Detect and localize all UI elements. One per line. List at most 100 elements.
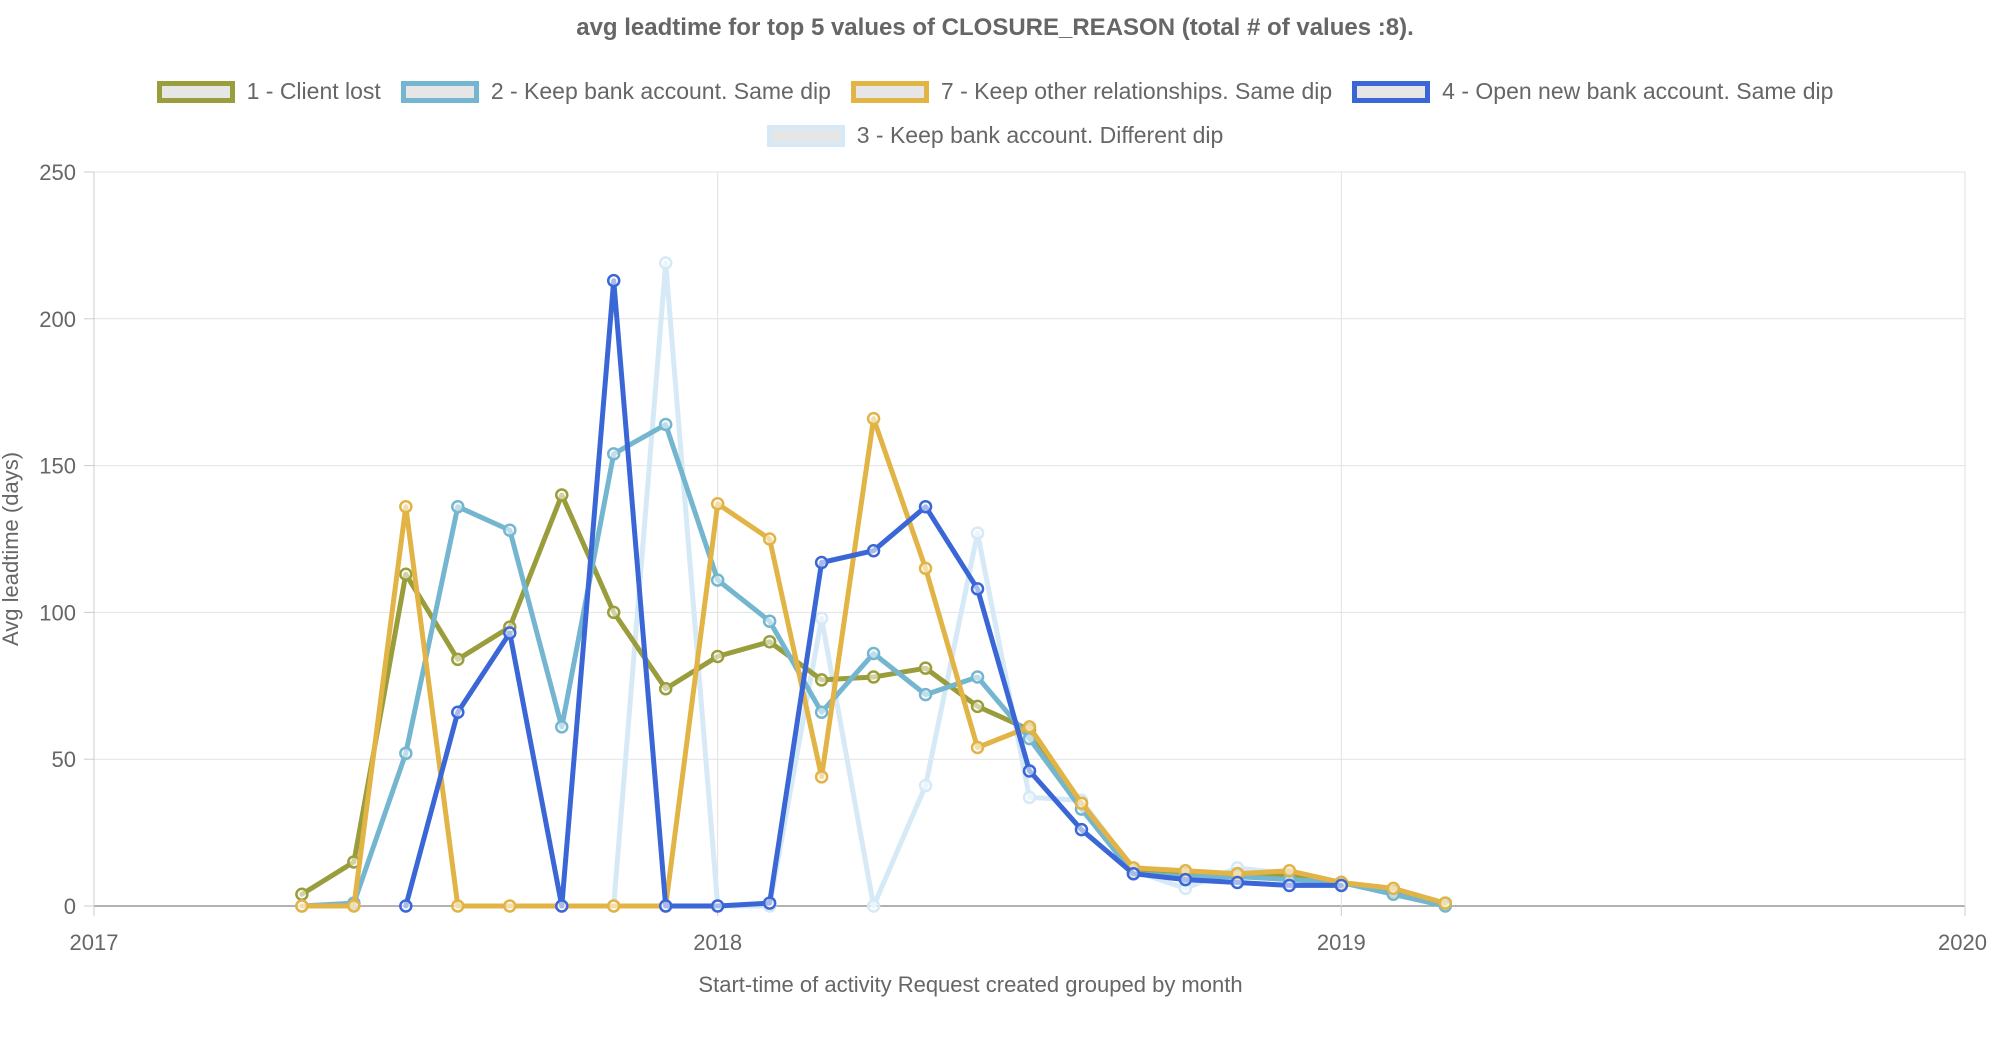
data-point (1126, 866, 1141, 881)
y-axis-title: Avg leadtime (days) (0, 452, 23, 646)
y-tick-label: 250 (39, 160, 76, 185)
data-point (918, 661, 933, 675)
data-point (606, 605, 621, 620)
legend-label: 3 - Keep bank account. Different dip (856, 122, 1224, 148)
data-point (399, 567, 413, 581)
legend-swatch (1352, 80, 1431, 103)
legend-label: 4 - Open new bank account. Same dip (1442, 78, 1834, 104)
data-point (710, 497, 725, 511)
data-point (1386, 881, 1401, 896)
data-point (918, 687, 933, 702)
data-point (866, 646, 881, 661)
data-point (762, 635, 777, 649)
data-point (503, 899, 517, 913)
data-point (1334, 878, 1349, 893)
data-point (295, 899, 309, 913)
series-line (403, 278, 1344, 909)
legend: 1 - Client lost 2 - Keep bank account. Sa… (0, 78, 1990, 105)
legend-item[interactable]: 7 - Keep other relationships. Same dip (850, 78, 1332, 105)
data-point (1282, 878, 1297, 893)
data-point (762, 896, 777, 910)
data-point (970, 670, 985, 684)
x-tick-label: 2020 (1938, 930, 1987, 955)
data-point (503, 523, 517, 537)
data-point (866, 543, 881, 558)
data-point (451, 899, 465, 913)
data-point (710, 899, 725, 913)
data-point (866, 670, 881, 684)
legend-label: 1 - Client lost (246, 78, 381, 104)
data-point (451, 705, 465, 719)
data-point (1438, 896, 1453, 910)
chart-title: avg leadtime for top 5 values of CLOSURE… (576, 14, 1414, 41)
data-point (399, 499, 413, 514)
data-point (1022, 790, 1037, 805)
data-point (555, 488, 569, 502)
legend-swatch (850, 80, 929, 103)
y-tick-label: 0 (64, 894, 76, 919)
series-2 (295, 417, 1453, 913)
data-point (1074, 822, 1089, 837)
data-point (710, 573, 725, 587)
legend-swatch (156, 80, 235, 103)
legend-item[interactable]: 3 - Keep bank account. Different dip (766, 122, 1224, 149)
data-point (970, 582, 985, 596)
x-tick-label: 2018 (693, 930, 742, 955)
series-4 (399, 273, 1349, 913)
data-point (658, 899, 673, 913)
data-point (1178, 872, 1193, 887)
data-point (866, 899, 881, 913)
data-point (658, 417, 673, 432)
data-point (347, 899, 361, 913)
data-point (1074, 796, 1089, 810)
data-point (658, 256, 673, 270)
data-point (606, 899, 621, 913)
legend-swatch (400, 80, 479, 103)
series-line (299, 416, 1448, 909)
data-point (295, 887, 309, 902)
legend-swatch (766, 124, 845, 147)
y-tick-label: 150 (39, 454, 76, 479)
legend-label: 2 - Keep bank account. Same dip (490, 78, 831, 104)
data-point (970, 699, 985, 714)
data-point (970, 526, 985, 540)
data-point (1022, 764, 1037, 778)
data-point (555, 720, 569, 734)
data-point (918, 778, 933, 793)
legend-row-2: 3 - Keep bank account. Different dip (0, 122, 1990, 149)
series-line (299, 422, 1448, 909)
data-point (970, 740, 985, 755)
data-point (399, 746, 413, 761)
data-point (658, 681, 673, 696)
legend-item[interactable]: 2 - Keep bank account. Same dip (400, 78, 831, 105)
data-point (451, 652, 465, 667)
data-point (451, 499, 465, 514)
data-point (814, 705, 829, 719)
data-point (503, 626, 517, 640)
series-3 (295, 411, 1453, 913)
data-point (762, 532, 777, 546)
data-point (866, 411, 881, 426)
data-point (606, 447, 621, 461)
data-point (814, 770, 829, 784)
data-point (762, 614, 777, 628)
data-point (1022, 720, 1037, 734)
x-tick-label: 2019 (1317, 930, 1366, 955)
x-tick-label: 2017 (70, 930, 119, 955)
data-point (606, 273, 621, 288)
y-tick-label: 200 (39, 307, 76, 332)
data-point (814, 673, 829, 687)
legend-item[interactable]: 4 - Open new bank account. Same dip (1352, 78, 1833, 105)
data-point (399, 899, 413, 913)
data-point (814, 611, 829, 626)
data-point (814, 555, 829, 570)
x-axis-title: Start-time of activity Request created g… (698, 972, 1242, 997)
data-point (918, 499, 933, 514)
data-point (918, 561, 933, 576)
y-tick-label: 100 (39, 600, 76, 625)
legend-item[interactable]: 1 - Client lost (156, 78, 381, 105)
data-point (1282, 864, 1297, 878)
data-point (555, 899, 569, 913)
y-tick-label: 50 (52, 747, 76, 772)
